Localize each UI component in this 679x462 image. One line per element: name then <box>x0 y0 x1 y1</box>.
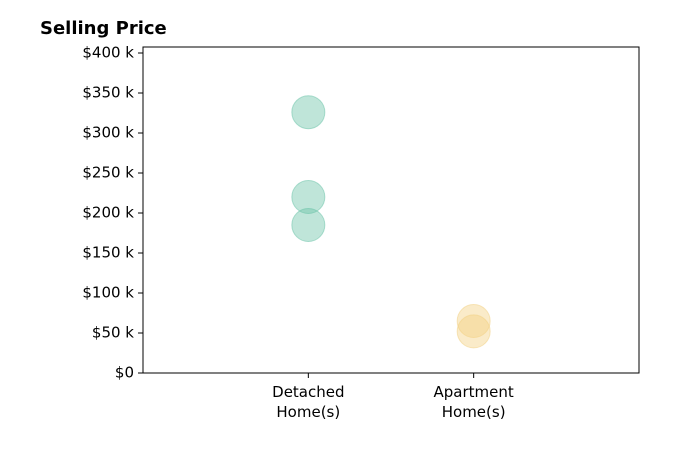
point <box>456 314 491 349</box>
y-tick-label: $300 k <box>82 124 134 142</box>
plot-frame <box>142 46 640 374</box>
x-tick-label: Apartment Home(s) <box>433 383 514 421</box>
y-tick-label: $50 k <box>92 324 134 342</box>
y-tick-label: $150 k <box>82 244 134 262</box>
point <box>291 208 326 242</box>
chart-title: Selling Price <box>40 18 167 39</box>
x-tick-label: Detached Home(s) <box>272 383 345 421</box>
y-tick-label: $400 k <box>82 44 134 62</box>
y-tick-label: $200 k <box>82 204 134 222</box>
point <box>291 180 326 214</box>
y-tick-label: $100 k <box>82 284 134 302</box>
y-tick-label: $350 k <box>82 84 134 102</box>
y-tick-label: $250 k <box>82 164 134 182</box>
point <box>456 304 491 338</box>
point <box>291 95 326 130</box>
y-tick-label: $0 <box>115 364 134 382</box>
